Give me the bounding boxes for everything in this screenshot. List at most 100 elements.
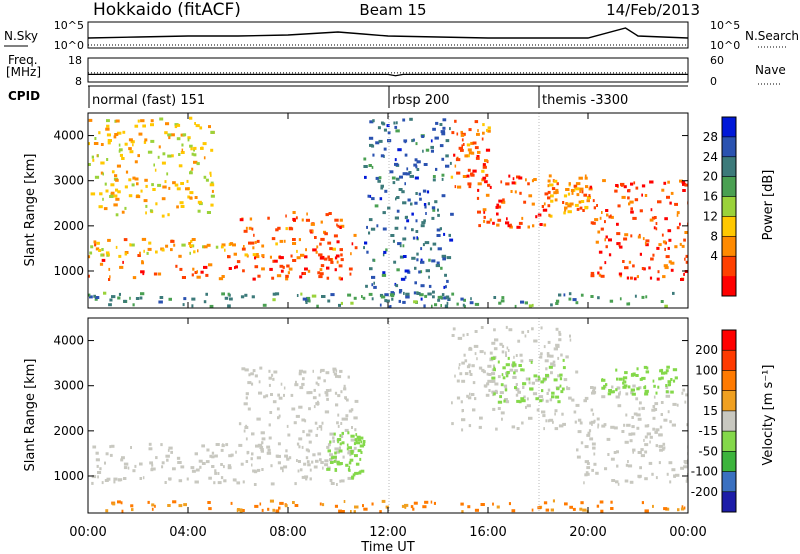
echo-cell bbox=[339, 442, 342, 446]
echo-cell bbox=[94, 137, 97, 140]
echo-cell bbox=[623, 185, 627, 189]
echo-cell bbox=[150, 139, 155, 143]
echo-cell bbox=[119, 148, 123, 152]
echo-cell bbox=[622, 376, 628, 380]
echo-cell bbox=[116, 131, 122, 135]
echo-cell bbox=[176, 205, 179, 209]
x-tick-label: 12:00 bbox=[369, 525, 406, 540]
echo-cell bbox=[299, 275, 303, 279]
echo-cell bbox=[395, 177, 400, 181]
echo-cell bbox=[514, 181, 517, 185]
echo-cell bbox=[329, 461, 334, 464]
echo-cell bbox=[350, 438, 355, 442]
echo-cell bbox=[624, 371, 628, 375]
echo-cell bbox=[474, 508, 479, 512]
echo-cell bbox=[468, 363, 471, 367]
echo-cell bbox=[396, 209, 400, 213]
power-ylabel: Slant Range [km] bbox=[23, 154, 38, 267]
echo-cell bbox=[680, 466, 684, 470]
echo-cell bbox=[166, 172, 169, 176]
echo-cell bbox=[669, 201, 672, 205]
echo-cell bbox=[473, 344, 479, 348]
echo-cell bbox=[302, 370, 307, 374]
echo-cell bbox=[430, 149, 434, 153]
echo-cell bbox=[220, 476, 224, 480]
echo-cell bbox=[571, 191, 574, 195]
echo-cell bbox=[259, 366, 263, 370]
echo-cell bbox=[663, 264, 668, 268]
echo-cell bbox=[512, 361, 516, 365]
echo-cell bbox=[504, 388, 508, 392]
echo-cell bbox=[337, 394, 341, 398]
echo-cell bbox=[350, 408, 354, 412]
echo-cell bbox=[593, 386, 597, 390]
echo-cell bbox=[101, 481, 104, 485]
echo-cell bbox=[256, 468, 261, 472]
echo-cell bbox=[599, 216, 602, 220]
echo-cell bbox=[416, 168, 420, 171]
echo-cell bbox=[564, 206, 568, 210]
colorbar-swatch bbox=[722, 491, 736, 513]
echo-cell bbox=[483, 219, 486, 223]
echo-cell bbox=[646, 432, 651, 436]
echo-cell bbox=[305, 448, 309, 452]
echo-cell bbox=[583, 399, 587, 403]
echo-cell bbox=[632, 264, 635, 268]
echo-cell bbox=[351, 426, 353, 429]
echo-cell bbox=[279, 501, 284, 505]
echo-cell bbox=[196, 270, 198, 274]
echo-cell bbox=[638, 233, 641, 237]
echo-cell bbox=[474, 146, 479, 150]
echo-cell bbox=[245, 424, 248, 428]
echo-cell bbox=[414, 266, 417, 270]
echo-cell bbox=[301, 272, 304, 276]
echo-cell bbox=[445, 295, 450, 299]
colorbar-tick-label: 4 bbox=[710, 249, 718, 263]
echo-cell bbox=[418, 192, 421, 196]
echo-cell bbox=[591, 442, 596, 446]
echo-cell bbox=[606, 213, 609, 217]
echo-cell bbox=[420, 224, 425, 228]
echo-cell bbox=[432, 208, 436, 212]
echo-cell bbox=[176, 137, 181, 141]
echo-cell bbox=[562, 422, 566, 426]
echo-cell bbox=[275, 228, 279, 232]
echo-cell bbox=[497, 407, 501, 410]
echo-cell bbox=[494, 382, 499, 386]
echo-cell bbox=[618, 272, 623, 276]
echo-cell bbox=[209, 183, 215, 187]
echo-cell bbox=[416, 252, 419, 256]
echo-cell bbox=[168, 186, 171, 190]
echo-cell bbox=[659, 369, 664, 373]
colorbar-tick-label: 50 bbox=[703, 384, 718, 398]
echo-cell bbox=[171, 154, 174, 158]
echo-cell bbox=[617, 204, 621, 208]
echo-cell bbox=[334, 268, 337, 272]
echo-cell bbox=[272, 292, 277, 296]
echo-cell bbox=[583, 193, 588, 197]
echo-cell bbox=[181, 276, 186, 279]
echo-cell bbox=[294, 482, 297, 486]
echo-cell bbox=[566, 202, 568, 206]
cpid-segment: themis -3300 bbox=[542, 93, 628, 108]
echo-cell bbox=[655, 391, 658, 395]
echo-cell bbox=[339, 218, 343, 222]
echo-cell bbox=[543, 202, 546, 206]
echo-cell bbox=[650, 208, 653, 212]
echo-cell bbox=[240, 462, 244, 466]
echo-cell bbox=[422, 505, 427, 509]
echo-cell bbox=[367, 194, 370, 198]
echo-cell bbox=[276, 454, 281, 458]
echo-cell bbox=[461, 144, 463, 148]
echo-cell bbox=[486, 220, 491, 224]
echo-cell bbox=[296, 459, 298, 462]
echo-cell bbox=[347, 451, 351, 455]
echo-cell bbox=[516, 427, 520, 430]
echo-cell bbox=[388, 305, 392, 308]
colorbar-tick-label: 200 bbox=[695, 343, 718, 357]
echo-cell bbox=[316, 245, 319, 249]
echo-cell bbox=[581, 190, 584, 194]
echo-cell bbox=[476, 132, 480, 136]
echo-cell bbox=[333, 459, 336, 463]
echo-cell bbox=[152, 188, 156, 191]
